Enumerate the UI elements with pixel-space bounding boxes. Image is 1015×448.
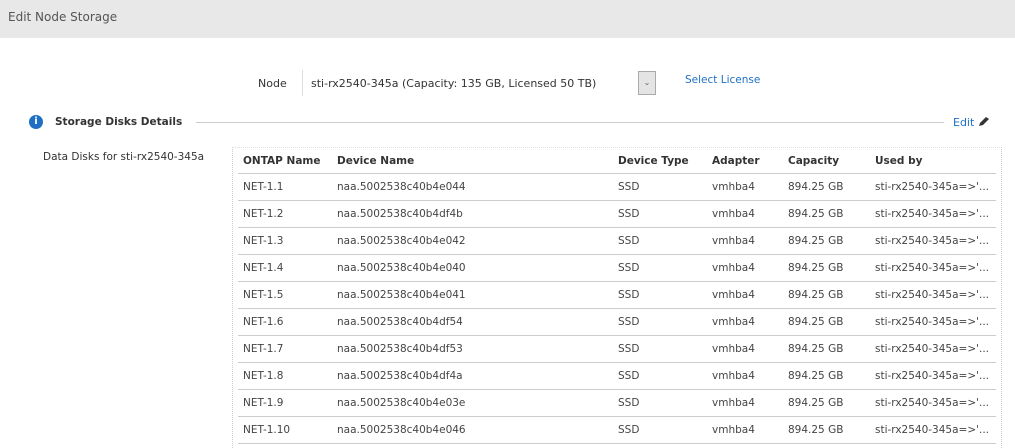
table-cell: sti-rx2540-345a=>'... <box>870 200 996 228</box>
table-cell: NET-1.5 <box>238 281 332 309</box>
table-cell: vmhba4 <box>707 308 783 336</box>
table-cell: vmhba4 <box>707 254 783 282</box>
table-cell: SSD <box>613 416 707 444</box>
table-cell: 894.25 GB <box>783 254 870 282</box>
table-row[interactable]: NET-1.7 naa.5002538c40b4df53 SSD vmhba4 894.… <box>238 335 996 363</box>
table-cell: SSD <box>613 389 707 417</box>
table-cell: 894.25 GB <box>783 335 870 363</box>
table-cell: naa.5002538c40b4e046 <box>332 416 613 444</box>
table-cell: 894.25 GB <box>783 362 870 390</box>
table-header-row: ONTAP Name Device Name Device Type Adapter C… <box>238 148 996 174</box>
table-cell: sti-rx2540-345a=>'... <box>870 281 996 309</box>
table-cell: vmhba4 <box>707 173 783 201</box>
table-cell: vmhba4 <box>707 200 783 228</box>
table-cell: naa.5002538c40b4df4b <box>332 200 613 228</box>
table-cell: 894.25 GB <box>783 227 870 255</box>
table-cell: sti-rx2540-345a=>'... <box>870 308 996 336</box>
node-select-value: sti-rx2540-345a (Capacity: 135 GB, Licen… <box>311 77 597 90</box>
table-row[interactable]: NET-1.5 naa.5002538c40b4e041 SSD vmhba4 894.… <box>238 281 996 309</box>
table-cell: SSD <box>613 254 707 282</box>
chevron-down-icon[interactable]: ⌄ <box>638 71 656 95</box>
table-cell: SSD <box>613 200 707 228</box>
table-cell: naa.5002538c40b4e042 <box>332 227 613 255</box>
info-icon: i <box>29 115 43 129</box>
table-row[interactable]: NET-1.8 naa.5002538c40b4df4a SSD vmhba4 894.… <box>238 362 996 390</box>
table-cell: SSD <box>613 362 707 390</box>
table-cell: SSD <box>613 227 707 255</box>
dialog-title: Edit Node Storage <box>8 10 118 24</box>
table-cell: NET-1.3 <box>238 227 332 255</box>
table-cell: vmhba4 <box>707 281 783 309</box>
table-cell: naa.5002538c40b4df4a <box>332 362 613 390</box>
table-cell: NET-1.1 <box>238 173 332 201</box>
table-cell: naa.5002538c40b4df53 <box>332 335 613 363</box>
table-cell: sti-rx2540-345a=>'... <box>870 173 996 201</box>
select-license-link[interactable]: Select License <box>685 74 761 86</box>
edit-button[interactable]: Edit <box>953 116 991 129</box>
table-cell: naa.5002538c40b4e044 <box>332 173 613 201</box>
table-cell: sti-rx2540-345a=>'... <box>870 389 996 417</box>
table-row[interactable]: NET-1.6 naa.5002538c40b4df54 SSD vmhba4 894.… <box>238 308 996 336</box>
table-cell: SSD <box>613 335 707 363</box>
table-cell: 894.25 GB <box>783 173 870 201</box>
table-cell: 894.25 GB <box>783 416 870 444</box>
table-cell: sti-rx2540-345a=>'... <box>870 227 996 255</box>
table-cell: SSD <box>613 281 707 309</box>
node-label: Node <box>258 77 287 90</box>
table-cell: SSD <box>613 173 707 201</box>
column-header[interactable]: Capacity <box>783 148 870 174</box>
dialog-header: Edit Node Storage <box>0 0 1015 38</box>
table-cell: NET-1.8 <box>238 362 332 390</box>
table-cell: NET-1.10 <box>238 416 332 444</box>
table-cell: sti-rx2540-345a=>'... <box>870 254 996 282</box>
table-cell: NET-1.9 <box>238 389 332 417</box>
table-cell: 894.25 GB <box>783 389 870 417</box>
table-row[interactable]: NET-1.9 naa.5002538c40b4e03e SSD vmhba4 894.… <box>238 389 996 417</box>
table-cell: vmhba4 <box>707 362 783 390</box>
data-disks-label: Data Disks for sti-rx2540-345a <box>43 151 205 163</box>
table-row[interactable]: NET-1.10 naa.5002538c40b4e046 SSD vmhba4 894… <box>238 416 996 444</box>
table-cell: naa.5002538c40b4e03e <box>332 389 613 417</box>
table-cell: vmhba4 <box>707 389 783 417</box>
table-cell: SSD <box>613 308 707 336</box>
table-row[interactable]: NET-1.3 naa.5002538c40b4e042 SSD vmhba4 894.… <box>238 227 996 255</box>
column-header[interactable]: Device Type <box>613 148 707 174</box>
table-cell: vmhba4 <box>707 416 783 444</box>
column-header[interactable]: Device Name <box>332 148 613 174</box>
table-cell: NET-1.7 <box>238 335 332 363</box>
section-title: Storage Disks Details <box>55 116 183 128</box>
edit-label: Edit <box>953 116 975 129</box>
table-cell: vmhba4 <box>707 227 783 255</box>
table-cell: NET-1.2 <box>238 200 332 228</box>
table-cell: 894.25 GB <box>783 200 870 228</box>
table-cell: 894.25 GB <box>783 281 870 309</box>
table-row[interactable]: NET-1.2 naa.5002538c40b4df4b SSD vmhba4 894.… <box>238 200 996 228</box>
table-cell: naa.5002538c40b4e041 <box>332 281 613 309</box>
column-header[interactable]: ONTAP Name <box>238 148 332 174</box>
table-cell: vmhba4 <box>707 335 783 363</box>
table-row[interactable]: NET-1.1 naa.5002538c40b4e044 SSD vmhba4 894.… <box>238 173 996 201</box>
table-cell: NET-1.6 <box>238 308 332 336</box>
table-row[interactable]: NET-1.4 naa.5002538c40b4e040 SSD vmhba4 894.… <box>238 254 996 282</box>
column-header[interactable]: Used by <box>870 148 996 174</box>
column-header[interactable]: Adapter <box>707 148 783 174</box>
disks-table: ONTAP Name Device Name Device Type Adapter C… <box>232 147 1002 448</box>
table-cell: NET-1.4 <box>238 254 332 282</box>
table-cell: sti-rx2540-345a=>'... <box>870 335 996 363</box>
node-select[interactable]: sti-rx2540-345a (Capacity: 135 GB, Licen… <box>302 70 656 96</box>
section-divider <box>196 122 944 123</box>
table-cell: sti-rx2540-345a=>'... <box>870 416 996 444</box>
table-cell: naa.5002538c40b4e040 <box>332 254 613 282</box>
table-cell: 894.25 GB <box>783 308 870 336</box>
pencil-icon <box>978 117 989 126</box>
table-cell: sti-rx2540-345a=>'... <box>870 362 996 390</box>
table-cell: naa.5002538c40b4df54 <box>332 308 613 336</box>
